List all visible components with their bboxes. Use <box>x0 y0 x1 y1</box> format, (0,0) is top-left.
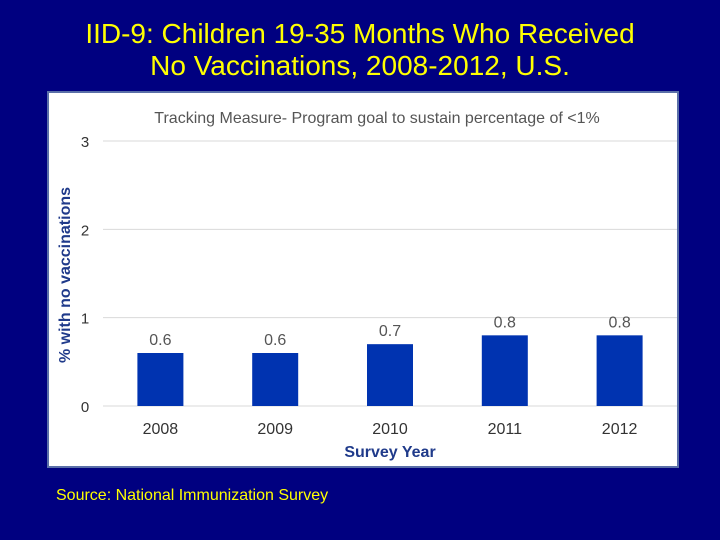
bar-value-label: 0.6 <box>149 332 171 349</box>
chart-subtitle: Tracking Measure- Program goal to sustai… <box>154 110 599 127</box>
bar-value-label: 0.8 <box>494 314 516 331</box>
x-axis-title: Survey Year <box>344 444 435 461</box>
y-axis-title: % with no vaccinations <box>57 187 74 363</box>
slide-title: IID-9: Children 19-35 Months Who Receive… <box>0 18 720 82</box>
bar <box>252 353 299 406</box>
y-tick-label: 3 <box>81 134 89 151</box>
bar-chart: Tracking Measure- Program goal to sustai… <box>57 110 677 461</box>
bar-value-label: 0.7 <box>379 323 401 340</box>
bar <box>596 335 643 406</box>
slide-title-line-2: No Vaccinations, 2008-2012, U.S. <box>150 50 570 81</box>
bar-value-label: 0.8 <box>608 314 630 331</box>
y-tick-label: 2 <box>81 222 89 239</box>
source-note: Source: National Immunization Survey <box>56 487 329 504</box>
x-tick-label: 2011 <box>488 421 523 438</box>
x-tick-label: 2008 <box>143 421 179 438</box>
x-tick-label: 2012 <box>602 421 638 438</box>
x-tick-label: 2009 <box>257 421 293 438</box>
bar <box>481 335 528 406</box>
slide-title-line-1: IID-9: Children 19-35 Months Who Receive… <box>85 18 635 49</box>
y-tick-label: 1 <box>81 311 89 328</box>
bar <box>367 344 413 406</box>
chart-panel: Tracking Measure- Program goal to sustai… <box>47 91 679 468</box>
bar <box>137 353 184 406</box>
x-tick-label: 2010 <box>372 421 408 438</box>
bar-value-label: 0.6 <box>264 332 286 349</box>
y-tick-label: 0 <box>81 399 89 416</box>
